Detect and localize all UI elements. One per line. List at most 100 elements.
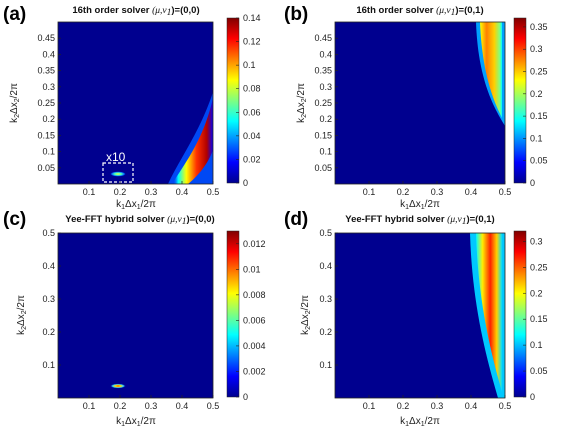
x-tick-label-a-0: 0.1 <box>83 187 96 197</box>
ticks-layer: 0.1 0.2 0.3 0.4 0.5 0.05 0.1 0.15 0.2 0.25 0.3 0.35… <box>37 13 547 411</box>
x-axis-label-a-pre: k <box>116 199 122 210</box>
colorbar-d <box>513 230 527 398</box>
y-tick-label-d-2: 0.3 <box>319 294 332 304</box>
y-axis-label-c-sub: 2 <box>21 326 28 330</box>
colorbar-tick-label-d-3: 0.15 <box>530 314 548 324</box>
colorbar-tick-label-b-7: 0.35 <box>530 22 548 32</box>
x-axis-label-c-sub: 1 <box>121 421 125 428</box>
colorbar-tick-label-d-2: 0.1 <box>530 340 543 350</box>
colorbar-tick-label-b-3: 0.15 <box>530 111 548 121</box>
zoom-box-a <box>102 162 134 183</box>
x-tick-label-b-2: 0.3 <box>431 187 444 197</box>
plot-area-c <box>58 233 213 398</box>
y-tick-label-b-8: 0.45 <box>314 33 332 43</box>
chart-title-d-suffix: )=(0,1) <box>466 214 494 225</box>
chart-title-a: 16th order solver (μ,ν1)=(0,0) <box>72 5 199 18</box>
colorbar-tick-label-d-0: 0 <box>530 392 535 402</box>
x-axis-label-a-sub: 1 <box>121 204 125 211</box>
x-axis-label-d-post: Δx <box>409 416 421 427</box>
chart-title-c-suffix: )=(0,0) <box>186 214 214 225</box>
x-axis-label-d-sub2: 1 <box>421 421 425 428</box>
y-tick-label-a-4: 0.25 <box>37 98 55 108</box>
panel-label-a: (a) <box>3 4 26 25</box>
chart-title-a-params: (μ,ν <box>152 5 167 16</box>
x-axis-label-c-end: /2π <box>141 416 156 427</box>
colorbar-tick-label-c-6: 0.012 <box>243 239 266 249</box>
x-axis-label-b-sub: 1 <box>405 204 409 211</box>
x-axis-label-b: k1Δx1/2π <box>400 199 440 211</box>
x-tick-label-b-0: 0.1 <box>363 187 376 197</box>
x-axis-label-d-end: /2π <box>425 416 440 427</box>
chart-title-a-sub: 1 <box>167 8 172 18</box>
y-axis-label-b-end: /2π <box>296 83 307 98</box>
y-tick-label-b-5: 0.3 <box>319 82 332 92</box>
y-axis-label-a-sub: 2 <box>14 114 21 118</box>
y-axis-label-c-post: Δx <box>16 314 27 326</box>
y-axis-label-d: k2Δx2/2π <box>300 295 312 335</box>
colorbar-tick-label-b-5: 0.25 <box>530 67 548 77</box>
colorbar-tick-label-d-4: 0.2 <box>530 288 543 298</box>
y-tick-label-a-2: 0.15 <box>37 130 55 140</box>
y-tick-label-a-7: 0.4 <box>42 49 55 59</box>
colorbar-tick-label-d-5: 0.25 <box>530 262 548 272</box>
axes-frame-d <box>334 232 506 399</box>
panel-label-d: (d) <box>284 209 308 230</box>
chart-title-c-params: (μ,ν <box>167 214 182 225</box>
y-tick-label-c-4: 0.5 <box>42 228 55 238</box>
colorbar-b <box>513 17 527 184</box>
y-axis-label-a-post: Δx <box>9 102 20 114</box>
y-tick-label-d-1: 0.2 <box>319 327 332 337</box>
y-tick-label-d-0: 0.1 <box>319 360 332 370</box>
y-tick-label-b-3: 0.2 <box>319 114 332 124</box>
y-axis-label-b-sub: 2 <box>301 114 308 118</box>
y-tick-label-c-0: 0.1 <box>42 360 55 370</box>
colorbar-tick-label-a-3: 0.06 <box>243 107 261 117</box>
x-axis-label-b-end: /2π <box>425 199 440 210</box>
y-axis-label-d-sub2: 2 <box>305 310 312 314</box>
axes-frame-c <box>57 232 214 399</box>
plot-area-b <box>335 22 505 184</box>
x-axis-label-d-sub: 1 <box>405 421 409 428</box>
colorbar-tick-label-a-7: 0.14 <box>243 13 261 23</box>
heat-spot-a <box>110 171 126 177</box>
y-axis-label-b: k2Δx2/2π <box>296 83 308 123</box>
chart-title-c: Yee-FFT hybrid solver (μ,ν1)=(0,0) <box>65 214 214 227</box>
y-axis-label-d-post: Δx <box>300 314 311 326</box>
chart-title-b-suffix: )=(0,1) <box>455 5 483 16</box>
y-tick-label-b-6: 0.35 <box>314 66 332 76</box>
y-axis-label-d-pre: k <box>300 329 311 335</box>
colorbar-tick-label-c-4: 0.008 <box>243 290 266 300</box>
colorbar-tick-label-c-5: 0.01 <box>243 264 261 274</box>
chart-title-d-sub: 1 <box>462 217 467 227</box>
colorbar-tick-label-c-2: 0.004 <box>243 341 266 351</box>
chart-title-d: Yee-FFT hybrid solver (μ,ν1)=(0,1) <box>345 214 494 227</box>
y-tick-label-a-1: 0.1 <box>42 147 55 157</box>
x-tick-label-d-0: 0.1 <box>363 401 376 411</box>
colorbar-tick-label-a-2: 0.04 <box>243 131 261 141</box>
x-tick-label-c-4: 0.5 <box>207 401 220 411</box>
chart-title-a-prefix: 16th order solver <box>72 5 152 16</box>
colorbar-tick-label-a-0: 0 <box>243 178 248 188</box>
x-tick-label-c-1: 0.2 <box>114 401 127 411</box>
x-axis-label-a: k1Δx1/2π <box>116 199 156 211</box>
x-axis-label-c: k1Δx1/2π <box>116 416 156 428</box>
chart-title-b-sub: 1 <box>451 8 456 18</box>
y-axis-label-c-pre: k <box>16 329 27 335</box>
y-axis-label-b-sub2: 2 <box>301 98 308 102</box>
y-tick-label-a-5: 0.3 <box>42 82 55 92</box>
x-axis-label-a-sub2: 1 <box>137 204 141 211</box>
x-axis-label-d: k1Δx1/2π <box>400 416 440 428</box>
y-axis-label-c-end: /2π <box>16 295 27 310</box>
x-tick-label-a-1: 0.2 <box>114 187 127 197</box>
y-axis-label-a-sub2: 2 <box>14 98 21 102</box>
y-tick-label-b-2: 0.15 <box>314 130 332 140</box>
y-axis-label-a-end: /2π <box>9 83 20 98</box>
x-tick-label-b-1: 0.2 <box>397 187 410 197</box>
x-tick-label-c-0: 0.1 <box>83 401 96 411</box>
colorbar-tick-label-b-0: 0 <box>530 178 535 188</box>
x-tick-label-c-3: 0.4 <box>176 401 189 411</box>
colorbar-tick-label-b-4: 0.2 <box>530 89 543 99</box>
panel-label-c: (c) <box>3 209 26 230</box>
y-axis-label-c-sub2: 2 <box>21 310 28 314</box>
